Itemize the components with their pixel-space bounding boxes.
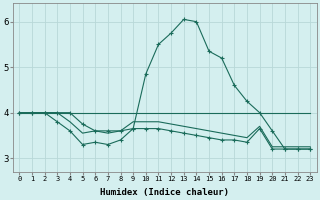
X-axis label: Humidex (Indice chaleur): Humidex (Indice chaleur) — [100, 188, 229, 197]
